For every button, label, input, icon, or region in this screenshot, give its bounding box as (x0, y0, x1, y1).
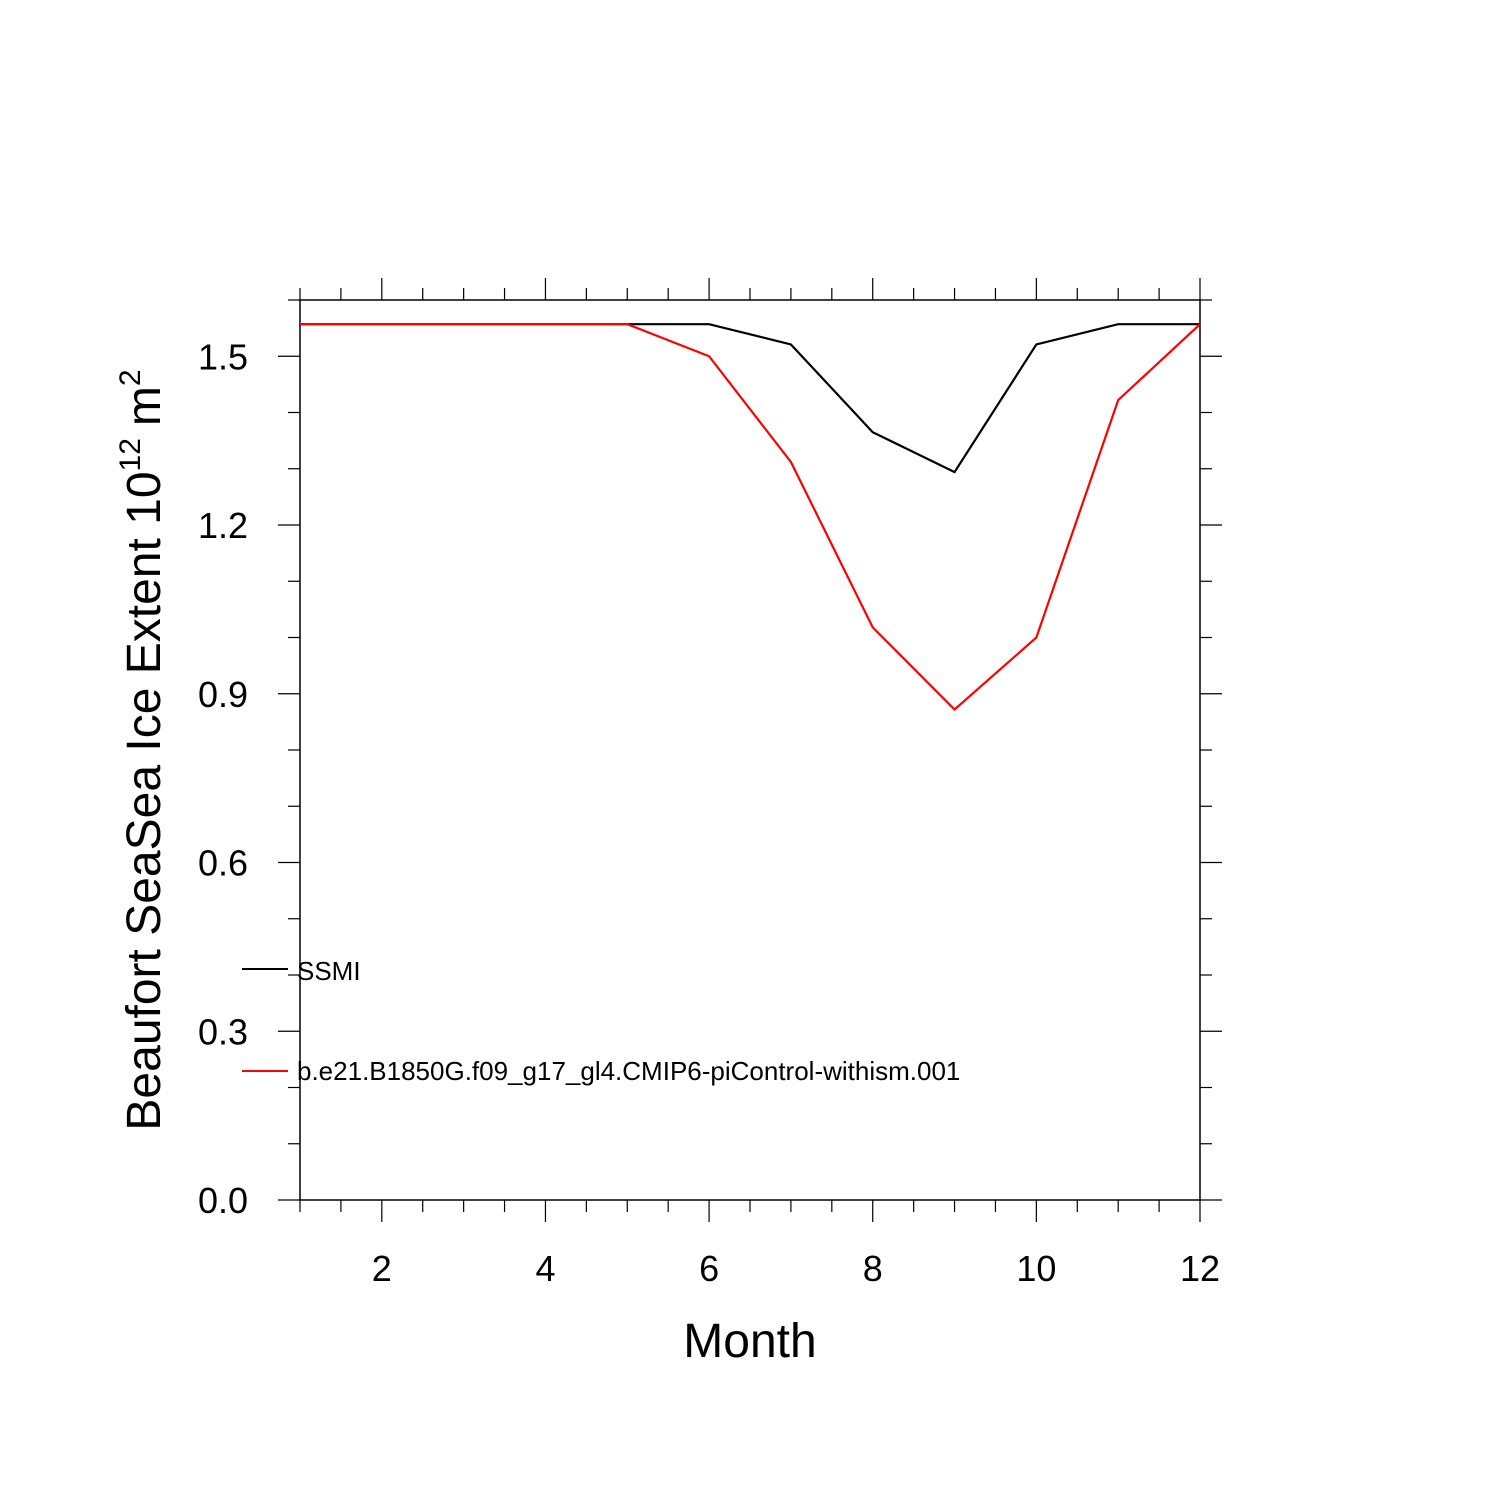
legend: SSMI b.e21.B1850G.f09_g17_gl4.CMIP6-piCo… (242, 956, 960, 1086)
series-lines (300, 323, 1201, 712)
axis-ticks (278, 278, 1222, 1222)
x-tick-label: 4 (535, 1248, 555, 1289)
x-tick-label: 10 (1016, 1248, 1056, 1289)
y-axis-title-unit: m (118, 386, 171, 426)
x-tick-label: 2 (372, 1248, 392, 1289)
y-tick-label: 0.3 (198, 1011, 248, 1052)
legend-label-model: b.e21.B1850G.f09_g17_gl4.CMIP6-piControl… (297, 1056, 960, 1086)
x-tick-labels: 2 4 6 8 10 12 (372, 1248, 1220, 1289)
legend-label-ssmi: SSMI (297, 956, 361, 986)
y-tick-label: 0.0 (198, 1180, 248, 1221)
y-axis-title-exponent: 12 (114, 438, 147, 471)
y-axis-title-main: Beaufort SeaSea Ice Extent 10 (118, 471, 171, 1130)
y-tick-label: 1.5 (198, 336, 248, 377)
x-tick-label: 12 (1180, 1248, 1220, 1289)
x-tick-label: 6 (699, 1248, 719, 1289)
y-tick-label: 0.6 (198, 843, 248, 884)
series-line-model (300, 323, 1201, 712)
y-tick-label: 1.2 (198, 505, 248, 546)
series-line-ssmi (300, 323, 1200, 474)
y-tick-label: 0.9 (198, 674, 248, 715)
y-axis-title-unit-exponent: 2 (114, 369, 147, 386)
x-axis-title: Month (683, 1315, 816, 1368)
y-tick-labels: 0.0 0.3 0.6 0.9 1.2 1.5 (198, 336, 248, 1221)
x-tick-label: 8 (863, 1248, 883, 1289)
y-axis-title: Beaufort SeaSea Ice Extent 1012 m2 (114, 369, 171, 1130)
